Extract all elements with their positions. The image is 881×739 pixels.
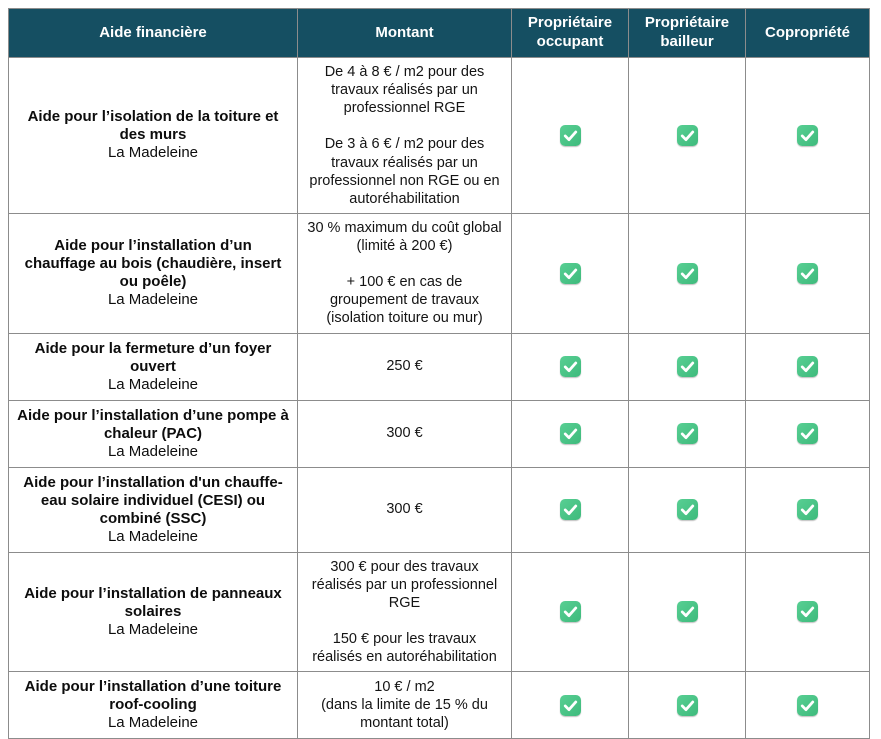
column-header-proprietaire-bailleur: Propriétaire bailleur <box>628 8 746 58</box>
amount-cell: 300 € <box>297 399 512 468</box>
green-check-icon <box>559 499 581 520</box>
check-cell-proprietaire-bailleur <box>628 332 746 401</box>
aid-title: Aide pour la fermeture d’un foyer ouvert <box>34 339 272 375</box>
amount-paragraph: + 100 € en cas de groupement de travaux … <box>326 274 483 327</box>
check-cell-proprietaire-bailleur <box>628 212 746 334</box>
table-row: Aide pour l’isolation de la toiture et d… <box>8 57 870 214</box>
green-check-icon <box>676 499 698 520</box>
green-check-icon <box>676 262 698 284</box>
green-check-icon <box>797 262 818 284</box>
column-header-copropriete: Copropriété <box>745 8 870 58</box>
check-cell-copropriete <box>745 466 870 553</box>
green-check-icon <box>676 694 698 716</box>
check-cell-proprietaire-occupant <box>511 551 629 673</box>
amount-paragraph: 300 € <box>386 501 423 518</box>
check-cell-copropriete <box>745 399 870 468</box>
page: Aide financière Montant Propriétaire occ… <box>8 8 870 739</box>
aid-title: Aide pour l’installation d’un chauffage … <box>24 237 282 291</box>
aid-cell: Aide pour l’installation de panneaux sol… <box>8 551 298 673</box>
table-row: Aide pour l’installation de panneaux sol… <box>8 551 870 673</box>
green-check-icon <box>559 124 581 146</box>
aid-cell: Aide pour l’installation d'un chauffe-ea… <box>8 466 298 553</box>
check-cell-proprietaire-occupant <box>511 212 629 334</box>
amount-cell: 250 € <box>297 332 512 401</box>
check-cell-proprietaire-occupant <box>511 671 629 739</box>
check-cell-copropriete <box>745 332 870 401</box>
aid-cell: Aide pour la fermeture d’un foyer ouvert… <box>8 332 298 401</box>
green-check-icon <box>559 694 581 716</box>
aid-location: La Madeleine <box>107 620 199 638</box>
green-check-icon <box>676 601 698 623</box>
table-row: Aide pour l’installation d’une toiture r… <box>8 671 870 739</box>
green-check-icon <box>797 601 818 623</box>
aid-location: La Madeleine <box>107 291 199 309</box>
green-check-icon <box>797 423 818 444</box>
check-cell-copropriete <box>745 671 870 739</box>
aid-cell: Aide pour l’installation d’une toiture r… <box>8 671 298 739</box>
column-header-proprietaire-occupant: Propriétaire occupant <box>511 8 629 58</box>
aid-location: La Madeleine <box>107 714 199 732</box>
amount-cell: De 4 à 8 € / m2 pour des travaux réalisé… <box>297 57 512 214</box>
amount-paragraph: 150 € pour les travaux réalisés en autor… <box>312 630 497 665</box>
check-cell-proprietaire-occupant <box>511 466 629 553</box>
aid-location: La Madeleine <box>107 442 199 460</box>
financial-aid-table: Aide financière Montant Propriétaire occ… <box>8 8 870 739</box>
green-check-icon <box>559 262 581 284</box>
table-row: Aide pour la fermeture d’un foyer ouvert… <box>8 332 870 401</box>
check-cell-proprietaire-bailleur <box>628 466 746 553</box>
table-row: Aide pour l’installation d’une pompe à c… <box>8 399 870 468</box>
green-check-icon <box>559 356 581 377</box>
aid-location: La Madeleine <box>107 527 199 545</box>
check-cell-proprietaire-bailleur <box>628 551 746 673</box>
aid-title: Aide pour l’installation d’une pompe à c… <box>17 406 289 442</box>
aid-cell: Aide pour l’installation d’une pompe à c… <box>8 399 298 468</box>
aid-cell: Aide pour l’isolation de la toiture et d… <box>8 57 298 214</box>
amount-paragraph: 300 € <box>386 425 423 442</box>
check-cell-proprietaire-occupant <box>511 399 629 468</box>
aid-title: Aide pour l’installation d’une toiture r… <box>24 678 282 714</box>
check-cell-proprietaire-bailleur <box>628 671 746 739</box>
check-cell-proprietaire-occupant <box>511 57 629 214</box>
green-check-icon <box>559 601 581 623</box>
amount-cell: 300 € pour des travaux réalisés par un p… <box>297 551 512 673</box>
green-check-icon <box>676 423 698 444</box>
check-cell-proprietaire-bailleur <box>628 399 746 468</box>
check-cell-proprietaire-bailleur <box>628 57 746 214</box>
amount-paragraph: 300 € pour des travaux réalisés par un p… <box>311 558 498 611</box>
check-cell-proprietaire-occupant <box>511 332 629 401</box>
check-cell-copropriete <box>745 551 870 673</box>
header-row: Aide financière Montant Propriétaire occ… <box>8 8 870 58</box>
green-check-icon <box>676 124 698 146</box>
green-check-icon <box>559 423 581 444</box>
green-check-icon <box>797 694 818 716</box>
check-cell-copropriete <box>745 212 870 334</box>
aid-title: Aide pour l’installation d'un chauffe-ea… <box>23 473 283 527</box>
amount-cell: 300 € <box>297 466 512 553</box>
check-cell-copropriete <box>745 57 870 214</box>
aid-location: La Madeleine <box>107 375 199 393</box>
amount-cell: 10 € / m2 (dans la limite de 15 % du mon… <box>297 671 512 739</box>
column-header-montant: Montant <box>297 8 512 58</box>
green-check-icon <box>797 356 818 377</box>
green-check-icon <box>797 499 818 520</box>
aid-title: Aide pour l’installation de panneaux sol… <box>24 584 282 620</box>
column-header-aide: Aide financière <box>8 8 298 58</box>
aid-title: Aide pour l’isolation de la toiture et d… <box>27 108 279 144</box>
table-row: Aide pour l’installation d’un chauffage … <box>8 212 870 334</box>
amount-paragraph: De 3 à 6 € / m2 pour des travaux réalisé… <box>309 136 500 207</box>
aid-location: La Madeleine <box>107 144 199 162</box>
green-check-icon <box>676 356 698 377</box>
table-row: Aide pour l’installation d'un chauffe-ea… <box>8 466 870 553</box>
amount-paragraph: 250 € <box>386 358 423 375</box>
amount-cell: 30 % maximum du coût global (limité à 20… <box>297 212 512 334</box>
amount-paragraph: De 4 à 8 € / m2 pour des travaux réalisé… <box>324 64 485 117</box>
amount-paragraph: 10 € / m2 (dans la limite de 15 % du mon… <box>321 678 488 732</box>
amount-paragraph: 30 % maximum du coût global (limité à 20… <box>307 219 502 254</box>
aid-cell: Aide pour l’installation d’un chauffage … <box>8 212 298 334</box>
green-check-icon <box>797 124 818 146</box>
